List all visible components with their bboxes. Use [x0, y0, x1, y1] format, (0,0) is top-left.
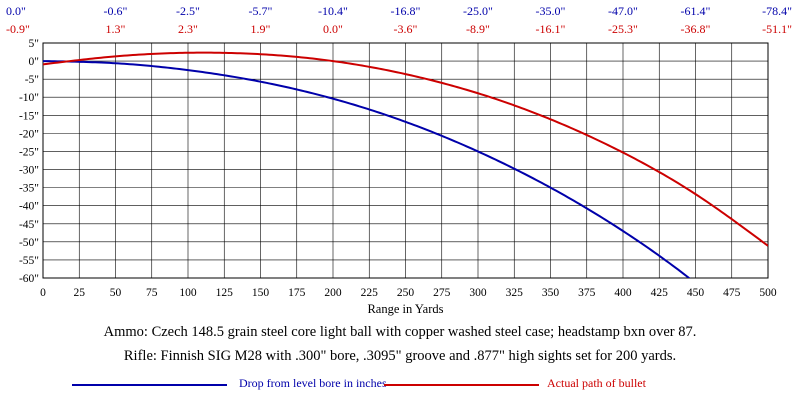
y-tick-label: -25"	[19, 146, 39, 158]
y-tick-label: -30"	[19, 165, 39, 177]
y-tick-label: -60"	[19, 273, 39, 285]
drop-table-value: 0.0"	[6, 4, 26, 18]
bullet-path-curve	[43, 51, 768, 247]
legend-path-label: Actual path of bullet	[547, 376, 646, 390]
x-tick-label: 275	[433, 287, 451, 299]
legend-drop-swatch	[72, 384, 227, 386]
path-table-value: -36.8"	[681, 22, 711, 36]
y-tick-label: -35"	[19, 183, 39, 195]
path-table-value: 0.0"	[323, 22, 343, 36]
drop-table-value: -16.8"	[391, 4, 421, 18]
path-table-value: -51.1"	[762, 22, 792, 36]
x-tick-label: 325	[506, 287, 524, 299]
y-tick-label: -55"	[19, 255, 39, 267]
x-tick-label: 200	[324, 287, 342, 299]
legend-drop: Drop from level bore in inches	[72, 375, 432, 395]
plot-frame	[42, 42, 769, 279]
rifle-caption: Rifle: Finnish SIG M28 with .300" bore, …	[123, 348, 677, 364]
y-tick-label: -10"	[19, 92, 39, 104]
legend-path: Actual path of bullet	[384, 375, 704, 395]
y-tick-label: -5"	[25, 74, 39, 86]
path-table-value: -25.3"	[608, 22, 638, 36]
drop-table-value: -10.4"	[318, 4, 348, 18]
legend-drop-label: Drop from level bore in inches	[239, 376, 387, 390]
drop-table-value: -78.4"	[762, 4, 792, 18]
x-tick-label: 375	[578, 287, 596, 299]
x-axis-ticks: 0 25 50 75 100 125 150 175 200 225 250 275 300 325 350…	[40, 287, 777, 299]
y-tick-label: -45"	[19, 219, 39, 231]
x-tick-label: 450	[687, 287, 705, 299]
drop-table-value: -0.6"	[104, 4, 128, 18]
y-tick-label: -50"	[19, 237, 39, 249]
y-tick-label: -40"	[19, 201, 39, 213]
x-tick-label: 225	[361, 287, 379, 299]
x-axis-title: Range in Yards	[367, 302, 443, 316]
drop-table-value: -35.0"	[536, 4, 566, 18]
drop-table-value: -5.7"	[249, 4, 273, 18]
x-tick-label: 50	[110, 287, 122, 299]
drop-curve	[43, 60, 691, 278]
x-tick-label: 25	[74, 287, 86, 299]
x-tick-label: 100	[179, 287, 197, 299]
x-tick-label: 500	[759, 287, 777, 299]
legend-path-swatch	[384, 384, 539, 386]
y-tick-label: 5"	[29, 38, 39, 50]
y-tick-label: 0"	[29, 56, 39, 68]
x-tick-label: 175	[288, 287, 306, 299]
x-tick-label: 350	[542, 287, 560, 299]
drop-table-value: -47.0"	[608, 4, 638, 18]
path-table-value: -3.6"	[394, 22, 418, 36]
path-table-value: -16.1"	[536, 22, 566, 36]
drop-table-value: -61.4"	[681, 4, 711, 18]
x-tick-label: 125	[216, 287, 234, 299]
x-tick-label: 425	[651, 287, 669, 299]
trajectory-chart: 0.0" -0.9" -0.6" 1.3" -2.5" 2.3" -5.7" 1.9" -10.…	[6, 4, 792, 316]
y-tick-label: -20"	[19, 128, 39, 140]
path-table-value: -0.9"	[6, 22, 30, 36]
x-tick-label: 0	[40, 287, 46, 299]
drop-table-value: -2.5"	[176, 4, 200, 18]
path-table-value: 1.3"	[106, 22, 126, 36]
x-tick-label: 300	[469, 287, 487, 299]
path-table-value: 2.3"	[178, 22, 198, 36]
drop-table-value: -25.0"	[463, 4, 493, 18]
y-tick-label: -15"	[19, 110, 39, 122]
path-table-value: -8.9"	[466, 22, 490, 36]
x-tick-label: 400	[614, 287, 632, 299]
top-value-tables: 0.0" -0.9" -0.6" 1.3" -2.5" 2.3" -5.7" 1.9" -10.…	[6, 4, 792, 36]
series-layer	[43, 51, 768, 278]
x-tick-label: 75	[146, 287, 158, 299]
chart-grid	[42, 42, 769, 279]
x-tick-label: 475	[723, 287, 741, 299]
y-axis-ticks: 5" 0" -5" -10" -15" -20" -25" -30" -35" -40" -45" -…	[19, 38, 39, 285]
path-table-value: 1.9"	[251, 22, 271, 36]
ammo-caption: Ammo: Czech 148.5 grain steel core light…	[103, 324, 697, 340]
x-tick-label: 150	[252, 287, 270, 299]
x-tick-label: 250	[397, 287, 415, 299]
